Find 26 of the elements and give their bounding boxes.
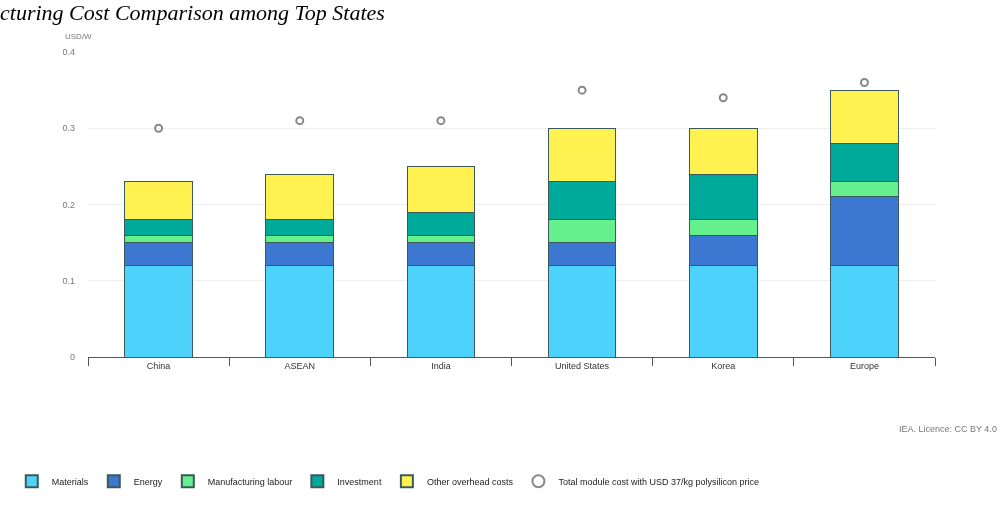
chart-title: cturing Cost Comparison among Top States: [0, 0, 385, 26]
legend-label: Investment: [337, 476, 382, 487]
y-axis-title: USD/W: [65, 32, 93, 41]
y-tick-label: 0: [69, 352, 75, 363]
legend-label: Energy: [133, 476, 163, 487]
point: [859, 78, 869, 87]
x-tick-label: India: [431, 360, 451, 371]
point: [577, 85, 587, 95]
point: [436, 116, 446, 126]
x-tick-label: Korea: [711, 360, 736, 371]
y-tick-label: 0.3: [62, 123, 75, 134]
x-tick-label: ASEAN: [284, 360, 316, 371]
x-tick-label: United States: [555, 360, 610, 371]
legend-label: Materials: [51, 476, 89, 487]
text: IEA. Licence: CC BY 4.0: [899, 424, 997, 434]
x-tick-label: Europe: [849, 360, 879, 371]
y-tick-label: 0.2: [62, 199, 75, 210]
legend-label: Total module cost with USD 37/kg polysilicon price: [558, 476, 760, 487]
x-tick-label: China: [146, 360, 171, 371]
y-tick-label: 0.4: [62, 47, 75, 58]
y-tick-label: 0.1: [62, 275, 75, 286]
legend-label: Manufacturing labour: [207, 476, 293, 487]
point: [295, 116, 305, 126]
point: [718, 93, 728, 103]
point: [154, 123, 164, 133]
legend-label: Other overhead costs: [426, 476, 514, 487]
